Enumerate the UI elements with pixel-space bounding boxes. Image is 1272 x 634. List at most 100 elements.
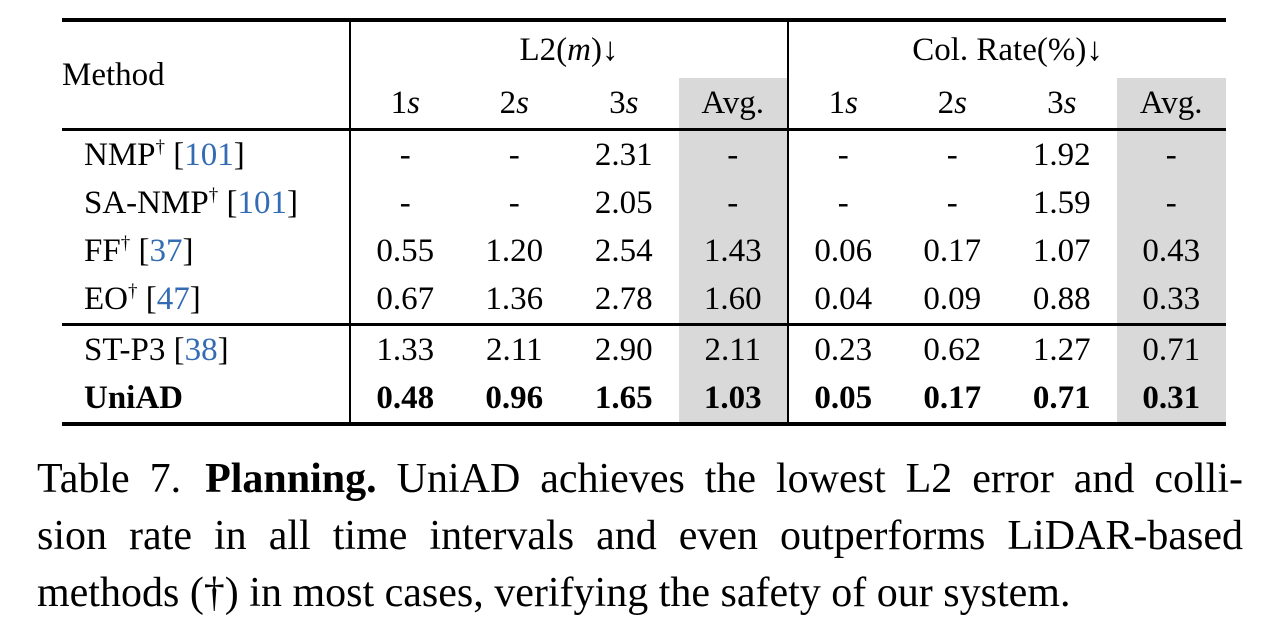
- caption-line-2: sion rate in all time intervals and even…: [37, 513, 1243, 559]
- interval-label: 2: [499, 84, 517, 121]
- citation-link[interactable]: 38: [184, 331, 218, 368]
- value-cell: 0.43: [1116, 227, 1226, 275]
- value-cell: 0.67: [376, 280, 435, 317]
- caption-tag: Table 7.: [37, 456, 182, 502]
- value-cell: 1.03: [678, 374, 789, 426]
- table-caption: Table 7. Planning. UniAD achieves the lo…: [37, 451, 1243, 622]
- value-cell: -: [1116, 179, 1226, 227]
- value-cell: -: [678, 179, 789, 227]
- interval-label: Avg.: [1139, 84, 1203, 121]
- value-cell: 2.05: [594, 184, 653, 221]
- table-row-sa-nmp: SA-NMP† [101] - -2.05- - -1.59-: [62, 179, 1226, 227]
- citation-link[interactable]: 47: [156, 280, 190, 317]
- interval-label: 1: [390, 84, 408, 121]
- value-cell: 0.05: [788, 374, 898, 426]
- interval-unit: s: [625, 84, 639, 121]
- value-cell: 2.11: [678, 323, 789, 374]
- value-cell: -: [508, 136, 520, 173]
- value-cell: -: [1116, 129, 1226, 179]
- interval-unit: s: [407, 84, 420, 121]
- table-row-uniad: UniAD 0.48 0.96 1.65 1.03 0.05 0.17 0.71 0.31: [62, 374, 1226, 426]
- method-cell: EO† [47]: [62, 275, 351, 325]
- value-cell: 2.54: [594, 232, 653, 269]
- down-arrow-icon: ↓: [602, 31, 619, 68]
- citation-link[interactable]: 101: [184, 136, 234, 173]
- caption-line-3: methods (†) in most cases, verifying the…: [37, 570, 1071, 616]
- citation: [101]: [218, 184, 298, 221]
- value-cell: 1.33: [350, 323, 460, 374]
- value-cell: 1.65: [569, 374, 679, 426]
- citation-link[interactable]: 101: [237, 184, 287, 221]
- value-cell: -: [946, 184, 958, 221]
- value-cell: 1.92: [1032, 136, 1091, 173]
- value-cell: 2.11: [459, 323, 569, 374]
- value-cell: 0.17: [897, 374, 1007, 426]
- column-header-method: Method: [62, 18, 351, 131]
- planning-results-table: Method L2(m)↓ Col. Rate(%)↓ 1s 2s 3s Avg. 1s…: [62, 18, 1226, 426]
- value-cell: 0.71: [1007, 374, 1117, 426]
- subheader-2s: 2s: [897, 78, 1007, 131]
- caption-line-1: Table 7. Planning. UniAD achieves the lo…: [37, 451, 1243, 508]
- interval-label: 3: [1047, 84, 1064, 121]
- dagger-icon: †: [128, 280, 138, 302]
- value-cell: 0.31: [1116, 374, 1226, 426]
- value-cell: -: [399, 184, 411, 221]
- method-cell: NMP† [101]: [62, 129, 351, 179]
- column-group-l2: L2(m)↓: [350, 18, 789, 78]
- value-cell: 0.48: [350, 374, 460, 426]
- citation: [38]: [165, 331, 229, 368]
- dagger-icon: †: [155, 136, 166, 158]
- value-cell: -: [508, 184, 520, 221]
- interval-label: 2: [937, 84, 955, 121]
- value-cell: -: [837, 184, 849, 221]
- interval-unit: s: [845, 84, 858, 121]
- down-arrow-icon: ↓: [1086, 31, 1103, 68]
- interval-unit: s: [954, 84, 967, 121]
- method-name: SA-NMP: [84, 184, 209, 221]
- value-cell: 1.43: [678, 227, 789, 275]
- value-cell: 0.33: [1116, 275, 1226, 325]
- value-cell: 0.17: [923, 232, 982, 269]
- value-cell: -: [837, 136, 849, 173]
- value-cell: 2.78: [594, 280, 653, 317]
- value-cell: 0.04: [814, 280, 873, 317]
- method-cell: ST-P3 [38]: [62, 323, 351, 374]
- subheader-avg: Avg.: [678, 78, 789, 131]
- method-name: NMP: [84, 136, 156, 173]
- citation: [47]: [137, 280, 201, 317]
- value-cell: 0.96: [459, 374, 569, 426]
- value-cell: -: [678, 129, 789, 179]
- value-cell: 1.60: [678, 275, 789, 325]
- value-cell: 1.36: [485, 280, 544, 317]
- interval-unit: s: [1063, 84, 1077, 121]
- dagger-icon: †: [120, 232, 131, 254]
- subheader-2s: 2s: [459, 78, 569, 131]
- header-row-intervals: 1s 2s 3s Avg. 1s 2s 3s Avg.: [62, 78, 1226, 131]
- l2-label-post: ): [591, 31, 602, 68]
- header-row-groups: Method L2(m)↓ Col. Rate(%)↓: [62, 18, 1226, 131]
- citation: [37]: [130, 232, 194, 269]
- value-cell: 0.88: [1032, 280, 1091, 317]
- value-cell: 0.55: [376, 232, 435, 269]
- table-row-eo: EO† [47] 0.67 1.36 2.78 1.60 0.04 0.09 0.88 0.33: [62, 275, 1226, 325]
- interval-label: 1: [828, 84, 846, 121]
- value-cell: 0.23: [788, 323, 898, 374]
- table-row-nmp: NMP† [101] - -2.31- - -1.92-: [62, 129, 1226, 179]
- value-cell: 0.09: [923, 280, 982, 317]
- value-cell: 0.71: [1116, 323, 1226, 374]
- citation-link[interactable]: 37: [149, 232, 183, 269]
- subheader-3s: 3s: [1007, 78, 1117, 131]
- method-name: FF: [84, 232, 121, 269]
- method-cell: UniAD: [62, 374, 351, 426]
- value-cell: 2.90: [569, 323, 679, 374]
- interval-label: 3: [609, 84, 626, 121]
- subheader-3s: 3s: [569, 78, 679, 131]
- value-cell: 2.31: [594, 136, 653, 173]
- subheader-1s: 1s: [350, 78, 460, 131]
- value-cell: 1.27: [1007, 323, 1117, 374]
- table-row-ff: FF† [37] 0.55 1.20 2.54 1.43 0.06 0.17 1.07 0.43: [62, 227, 1226, 275]
- caption-text-1: UniAD achieves the lowest L2 error and c…: [396, 456, 1243, 502]
- value-cell: -: [399, 136, 411, 173]
- method-cell: FF† [37]: [62, 227, 351, 275]
- value-cell: 1.07: [1032, 232, 1091, 269]
